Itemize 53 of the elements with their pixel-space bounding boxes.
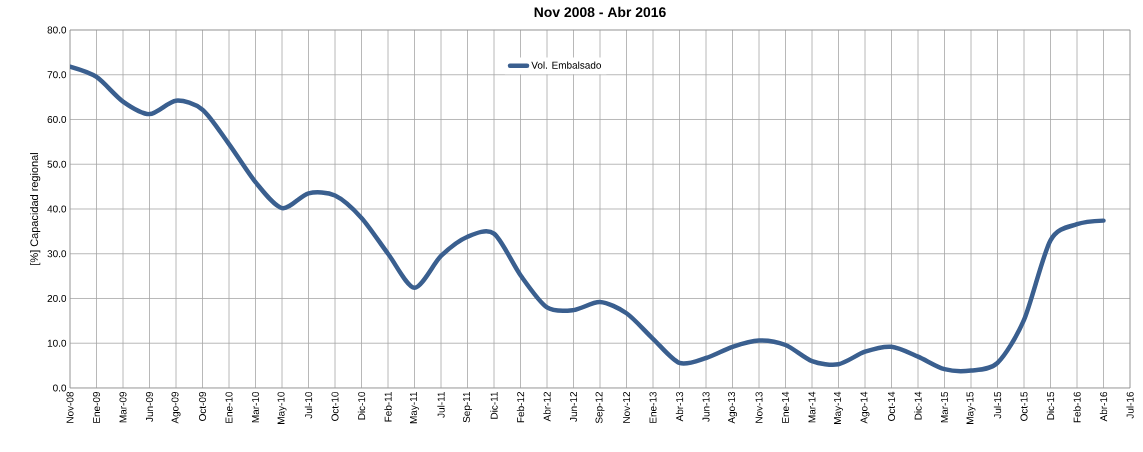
chart-title: Nov 2008 - Abr 2016 xyxy=(534,6,666,18)
x-tick-label: Mar-10 xyxy=(251,391,260,423)
x-tick-label: Jun-09 xyxy=(145,391,154,422)
x-tick-label: Nov-08 xyxy=(66,391,74,423)
x-tick-label: Nov-13 xyxy=(755,391,763,423)
y-tick-label: 70.0 xyxy=(47,71,67,79)
x-tick-label: Ene-09 xyxy=(92,391,101,423)
x-tick-label: Jul-11 xyxy=(437,391,445,418)
x-tick-label: Oct-10 xyxy=(331,391,339,421)
x-tick-label: Dic-11 xyxy=(490,391,498,419)
x-tick-label: Jul-15 xyxy=(993,391,1002,419)
x-tick-label: Feb-12 xyxy=(516,392,525,423)
x-tick-label: May-10 xyxy=(277,391,287,424)
x-tick-label: Sep-11 xyxy=(463,391,473,423)
y-tick-label: 60.0 xyxy=(47,115,67,124)
y-tick-label: 0.0 xyxy=(53,384,67,392)
y-axis-title: [%] Capacidad regional xyxy=(30,153,41,265)
y-tick-label: 40.0 xyxy=(47,205,67,213)
y-tick-label: 30.0 xyxy=(47,250,67,258)
y-tick-label: 50.0 xyxy=(47,160,67,168)
x-tick-label: Feb-11 xyxy=(384,391,392,422)
x-tick-label: Mar-15 xyxy=(941,391,948,423)
x-tick-label: May-11 xyxy=(410,391,419,424)
x-tick-label: Ene-13 xyxy=(649,391,657,423)
x-tick-label: Abr-13 xyxy=(675,391,684,422)
x-tick-label: Jul-16 xyxy=(1126,391,1134,419)
x-tick-label: Jun-12 xyxy=(569,392,578,422)
x-tick-label: Nov-12 xyxy=(622,392,631,423)
x-tick-label: Dic-14 xyxy=(914,391,922,420)
x-tick-label: Jun-13 xyxy=(702,391,710,422)
y-tick-label: 10.0 xyxy=(47,339,67,347)
x-tick-label: May-14 xyxy=(834,391,843,424)
x-tick-label: Dic-10 xyxy=(357,391,366,420)
y-tick-label: 20.0 xyxy=(47,294,67,303)
x-tick-label: May-15 xyxy=(966,391,976,424)
x-tick-label: Ene-14 xyxy=(782,391,789,423)
x-tick-label: Mar-09 xyxy=(119,391,127,423)
x-tick-label: Feb-16 xyxy=(1073,391,1081,423)
x-tick-label: Abr-16 xyxy=(1099,391,1108,422)
x-tick-label: Ago-13 xyxy=(728,391,738,424)
y-tick-label: 80.0 xyxy=(47,26,67,34)
x-tick-label: Jul-10 xyxy=(304,391,313,419)
legend-label: Vol. Embalsado xyxy=(531,61,601,69)
x-tick-label: Ago-14 xyxy=(860,391,870,424)
x-tick-label: Ago-09 xyxy=(171,391,181,424)
x-tick-label: Dic-15 xyxy=(1046,391,1055,420)
x-tick-label: Oct-14 xyxy=(887,391,896,421)
x-tick-label: Sep-12 xyxy=(595,392,605,424)
x-tick-label: Abr-12 xyxy=(543,392,551,422)
x-tick-label: Mar-14 xyxy=(808,391,816,423)
x-tick-label: Ene-10 xyxy=(225,391,233,423)
x-tick-label: Oct-09 xyxy=(198,391,207,421)
x-tick-label: Oct-15 xyxy=(1020,391,1028,421)
